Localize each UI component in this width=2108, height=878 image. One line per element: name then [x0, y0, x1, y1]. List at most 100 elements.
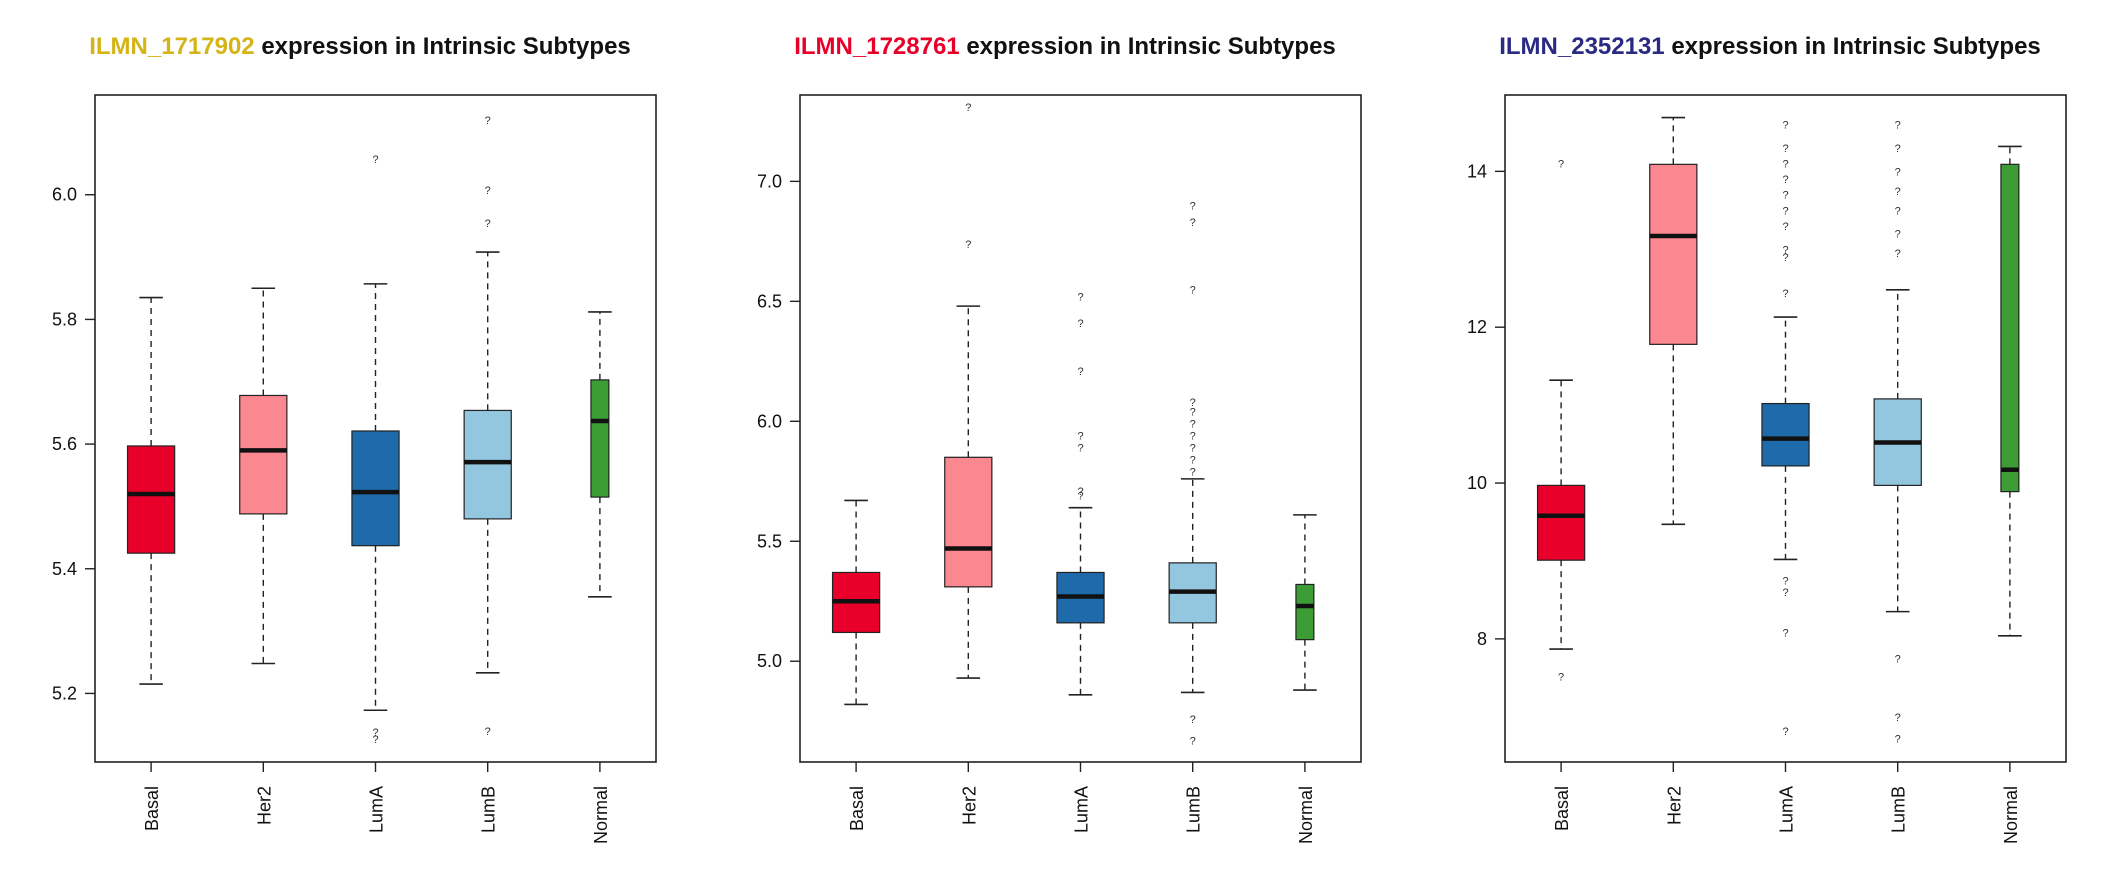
- x-category-label: Her2: [254, 786, 274, 825]
- y-tick-label: 6.5: [757, 291, 782, 311]
- y-tick-label: 14: [1467, 161, 1487, 181]
- outlier-point: ?: [1077, 486, 1083, 498]
- outlier-point: ?: [1558, 671, 1564, 683]
- outlier-point: ?: [1782, 726, 1788, 738]
- y-tick-label: 12: [1467, 317, 1487, 337]
- x-category-label: Normal: [2001, 786, 2021, 844]
- chart-title-3: ILMN_2352131 expression in Intrinsic Sub…: [1470, 33, 2070, 65]
- outlier-point: ?: [965, 239, 971, 251]
- x-category-label: LumA: [1072, 786, 1092, 833]
- outlier-point: ?: [372, 154, 378, 166]
- box-lumb: [463, 409, 512, 520]
- outlier-point: ?: [1895, 205, 1901, 217]
- outlier-point: ?: [1782, 221, 1788, 233]
- outlier-point: ?: [1077, 318, 1083, 330]
- chart-title-text: expression in Intrinsic Subtypes: [254, 33, 631, 60]
- x-category-label: LumB: [479, 786, 499, 833]
- chart-title-2: ILMN_1728761 expression in Intrinsic Sub…: [765, 33, 1365, 65]
- y-tick-label: 5.5: [757, 531, 782, 551]
- outlier-point: ?: [1895, 120, 1901, 132]
- outlier-point: ?: [372, 734, 378, 746]
- outlier-point: ?: [1077, 431, 1083, 443]
- x-category-label: Basal: [142, 786, 162, 831]
- outlier-point: ?: [485, 115, 491, 127]
- x-category-label: Her2: [1664, 786, 1684, 825]
- outlier-point: ?: [1077, 491, 1083, 503]
- outlier-point: ?: [1190, 443, 1196, 455]
- box-luma: [351, 430, 400, 547]
- y-tick-label: 5.2: [52, 683, 77, 703]
- outlier-point: ?: [1782, 587, 1788, 599]
- outlier-point: ?: [1190, 419, 1196, 431]
- outlier-point: ?: [1895, 653, 1901, 665]
- x-category-label: Basal: [847, 786, 867, 831]
- x-category-label: LumA: [367, 786, 387, 833]
- outlier-point: ?: [485, 218, 491, 230]
- outlier-point: ?: [1782, 190, 1788, 202]
- outlier-point: ?: [1895, 712, 1901, 724]
- x-category-label: Normal: [591, 786, 611, 844]
- outlier-point: ?: [1190, 407, 1196, 419]
- box-normal: [590, 379, 610, 498]
- outlier-point: ?: [1558, 159, 1564, 171]
- outlier-point: ?: [1782, 575, 1788, 587]
- box-luma: [1761, 402, 1810, 467]
- outlier-point: ?: [1782, 244, 1788, 256]
- x-category-label: Basal: [1552, 786, 1572, 831]
- box-normal: [1295, 583, 1315, 641]
- x-category-label: Normal: [1296, 786, 1316, 844]
- x-category-label: LumB: [1184, 786, 1204, 833]
- outlier-point: ?: [1077, 366, 1083, 378]
- box-her2: [944, 456, 993, 588]
- x-category-label: LumB: [1889, 786, 1909, 833]
- y-tick-label: 6.0: [52, 185, 77, 205]
- outlier-point: ?: [1190, 735, 1196, 747]
- outlier-point: ?: [1895, 229, 1901, 241]
- outlier-point: ?: [1190, 467, 1196, 479]
- outlier-point: ?: [1782, 252, 1788, 264]
- chart-title-probe: ILMN_1717902: [89, 33, 255, 60]
- y-tick-label: 5.4: [52, 559, 77, 579]
- box-her2: [239, 394, 288, 515]
- box-basal: [126, 445, 176, 554]
- outlier-point: ?: [1895, 166, 1901, 178]
- outlier-point: ?: [1782, 628, 1788, 640]
- outlier-point: ?: [1782, 143, 1788, 155]
- outlier-point: ?: [1782, 174, 1788, 186]
- y-tick-label: 6.0: [757, 411, 782, 431]
- outlier-point: ?: [965, 102, 971, 114]
- y-tick-label: 5.6: [52, 434, 77, 454]
- outlier-point: ?: [1190, 397, 1196, 409]
- box-normal: [2000, 163, 2020, 493]
- chart-title-1: ILMN_1717902 expression in Intrinsic Sub…: [60, 33, 660, 65]
- outlier-point: ?: [1895, 143, 1901, 155]
- outlier-point: ?: [1782, 288, 1788, 300]
- box-basal: [1536, 484, 1586, 561]
- outlier-point: ?: [1190, 431, 1196, 443]
- y-tick-label: 5.8: [52, 309, 77, 329]
- chart-title-probe: ILMN_1728761: [794, 33, 960, 60]
- outlier-point: ?: [1190, 284, 1196, 296]
- outlier-point: ?: [485, 185, 491, 197]
- chart-title-text: expression in Intrinsic Subtypes: [1664, 33, 2041, 60]
- outlier-point: ?: [1190, 455, 1196, 467]
- y-tick-label: 10: [1467, 473, 1487, 493]
- outlier-point: ?: [1782, 205, 1788, 217]
- chart-title-text: expression in Intrinsic Subtypes: [959, 33, 1336, 60]
- outlier-point: ?: [372, 727, 378, 739]
- outlier-point: ?: [1077, 443, 1083, 455]
- box-her2: [1649, 163, 1698, 345]
- plot-frame: [799, 94, 1362, 763]
- outlier-point: ?: [1190, 200, 1196, 212]
- outlier-point: ?: [485, 726, 491, 738]
- x-category-label: LumA: [1777, 786, 1797, 833]
- outlier-point: ?: [1895, 248, 1901, 260]
- y-tick-label: 5.0: [757, 651, 782, 671]
- outlier-point: ?: [1782, 159, 1788, 171]
- y-tick-label: 7.0: [757, 171, 782, 191]
- outlier-point: ?: [1895, 734, 1901, 746]
- outlier-point: ?: [1077, 292, 1083, 304]
- outlier-point: ?: [1782, 120, 1788, 132]
- outlier-point: ?: [1190, 714, 1196, 726]
